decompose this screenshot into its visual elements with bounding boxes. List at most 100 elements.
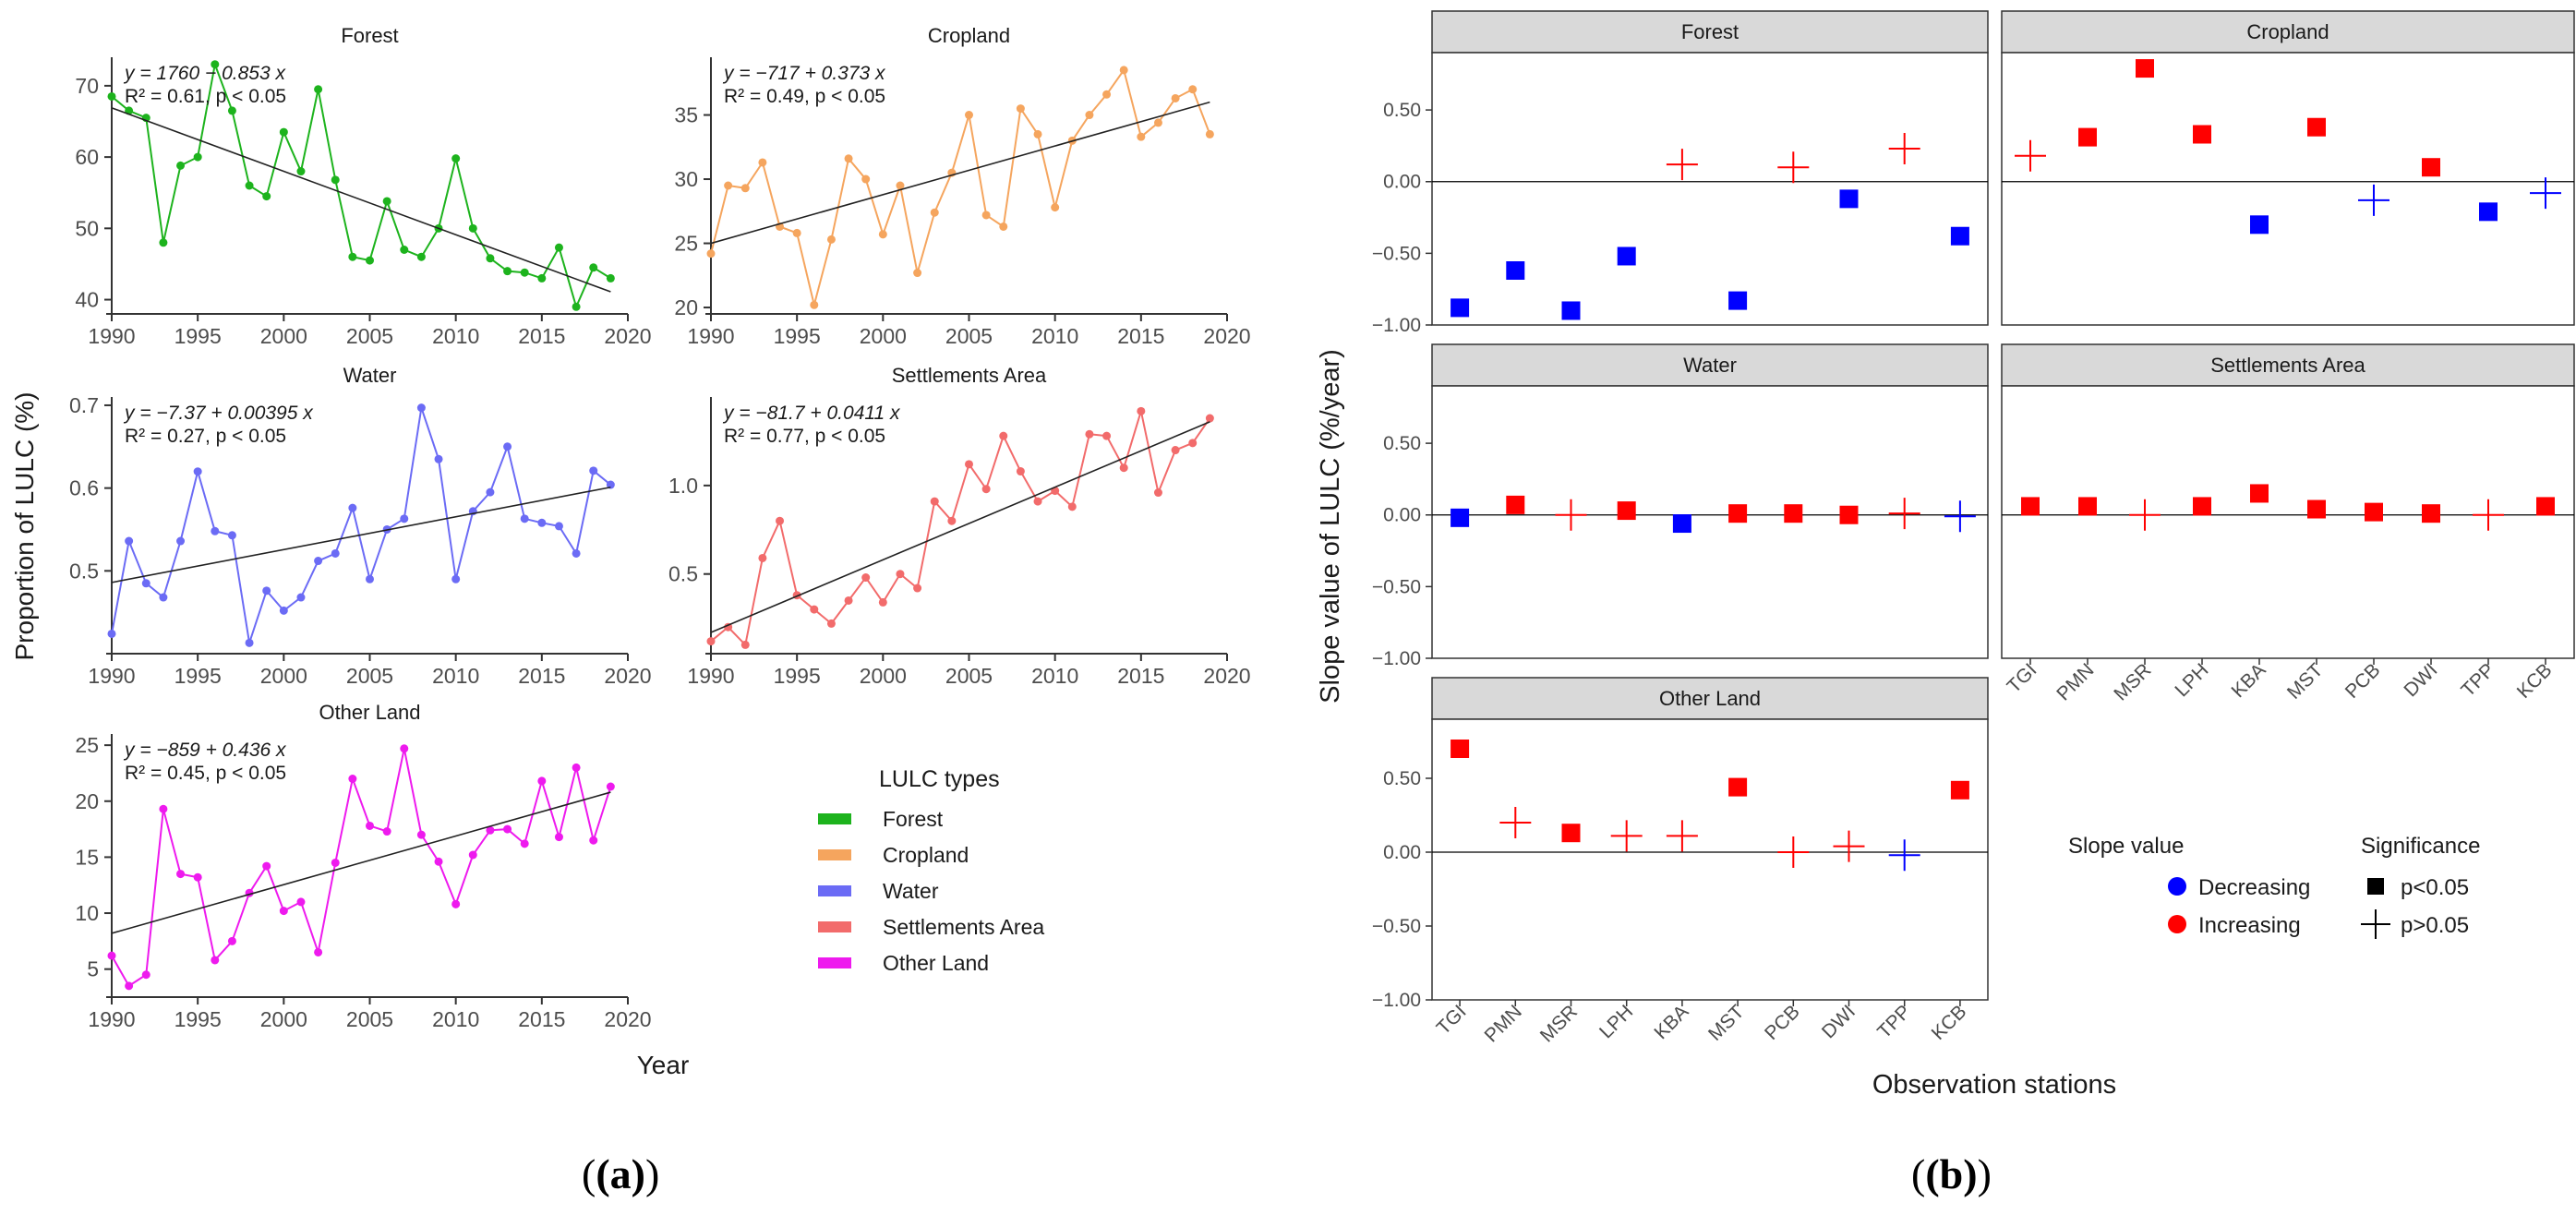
data-point [572, 763, 581, 772]
data-point [810, 605, 819, 614]
data-point [1033, 497, 1042, 506]
y-tick-label: 20 [75, 789, 99, 813]
data-point [589, 263, 598, 272]
slope-point-nonsignificant [1777, 151, 1810, 184]
data-point [554, 243, 563, 252]
slope-point-nonsignificant [2129, 499, 2161, 531]
data-point [1085, 111, 1094, 120]
data-point [520, 514, 529, 523]
trend-equation: y = −7.37 + 0.00395 x [123, 403, 314, 424]
slope-point-nonsignificant [1666, 820, 1698, 852]
y-tick-label: 0.50 [1383, 768, 1421, 789]
y-tick-label: −0.50 [1372, 243, 1421, 264]
data-point [193, 872, 202, 882]
data-point [382, 197, 391, 206]
data-point [1067, 502, 1077, 511]
data-point [314, 947, 323, 956]
slope-point-significant [1561, 301, 1581, 320]
slope-point-significant [1506, 261, 1525, 280]
data-point [227, 531, 236, 540]
data-point [262, 192, 271, 201]
lulc-panel-settlements-area: Settlements Area 1990 1995 2000 2005 2010 2015… [668, 364, 1251, 688]
data-point [314, 557, 323, 566]
data-point [279, 127, 288, 137]
slope-point-significant [2250, 484, 2269, 503]
y-axis-title-b: Slope value of LULC (%/year) [1316, 349, 1345, 704]
data-point [1188, 85, 1198, 94]
data-point [193, 152, 202, 162]
data-point [400, 514, 409, 523]
trend-equation: y = −717 + 0.373 x [722, 63, 886, 84]
x-tick-label: 2000 [860, 324, 907, 348]
panel-title: Other Land [319, 701, 420, 724]
x-tick-label: 1995 [774, 324, 821, 348]
data-point [844, 595, 853, 605]
data-point [1153, 488, 1162, 498]
data-point [296, 593, 306, 602]
data-point [279, 606, 288, 615]
x-tick-label: 1990 [687, 324, 734, 348]
legend-significance-title: Significance [2361, 834, 2480, 859]
legend-nonsignificant-marker [2361, 909, 2390, 939]
x-tick-label: KCB [1928, 1001, 1971, 1044]
data-point [400, 744, 409, 753]
data-point [537, 518, 547, 527]
trend-line [111, 107, 611, 293]
data-point [930, 208, 939, 217]
facet-border [2001, 385, 2575, 659]
data-point [792, 228, 801, 237]
slope-point-nonsignificant [1499, 807, 1532, 838]
data-point [348, 775, 357, 784]
data-point [740, 184, 750, 193]
x-tick-label: 2015 [518, 1007, 565, 1031]
legend-increasing-label: Increasing [2198, 913, 2301, 938]
data-point [1171, 93, 1180, 102]
data-point [810, 300, 819, 309]
data-point [400, 246, 409, 254]
data-point [331, 548, 340, 558]
data-point [1085, 429, 1094, 439]
data-point [486, 487, 495, 497]
slope-point-nonsignificant [1888, 133, 1920, 165]
x-tick-label: MST [1704, 1001, 1749, 1045]
data-point [520, 268, 529, 277]
y-tick-label: 0.00 [1383, 842, 1421, 863]
slope-point-significant [1617, 247, 1636, 266]
legend-significant-label: p<0.05 [2401, 875, 2469, 900]
data-point [1016, 104, 1025, 114]
y-tick-label: 0.00 [1383, 505, 1421, 526]
y-axis-title-a: Proportion of LULC (%) [10, 391, 39, 660]
slope-point-significant [1728, 777, 1748, 797]
data-point [451, 154, 461, 163]
data-point [159, 804, 168, 813]
data-point [279, 907, 288, 916]
x-tick-label: 2010 [432, 664, 479, 688]
y-tick-label: 0.7 [69, 393, 99, 417]
x-tick-label: 2000 [260, 324, 307, 348]
slope-point-significant [1451, 508, 1470, 527]
slope-point-nonsignificant [1833, 830, 1865, 862]
legend-label: Cropland [883, 843, 969, 867]
y-tick-label: 0.5 [69, 559, 99, 583]
x-tick-label: 1990 [88, 324, 135, 348]
slope-panel-settlements-area: Settlements Area TGI PMN MSR LPH KBA MST PCB DWI… [2001, 343, 2575, 705]
data-point [554, 522, 563, 531]
data-point [1171, 446, 1180, 455]
data-point [606, 480, 615, 489]
data-point [572, 548, 581, 558]
x-tick-label: 2020 [604, 664, 651, 688]
lulc-legend: LULC types Forest Cropland Water Settlements… [818, 766, 1044, 975]
data-point [896, 181, 905, 190]
data-point [193, 467, 202, 476]
slope-point-nonsignificant [2473, 499, 2504, 531]
slope-point-significant [1950, 226, 1969, 246]
legend-decreasing-marker [2168, 877, 2186, 896]
slope-point-significant [2250, 215, 2269, 235]
y-tick-label: 0.50 [1383, 100, 1421, 121]
data-point [176, 161, 186, 170]
y-tick-label: −1.00 [1372, 315, 1421, 336]
data-point [878, 230, 887, 239]
data-point [826, 235, 836, 244]
slope-point-significant [2536, 497, 2555, 516]
